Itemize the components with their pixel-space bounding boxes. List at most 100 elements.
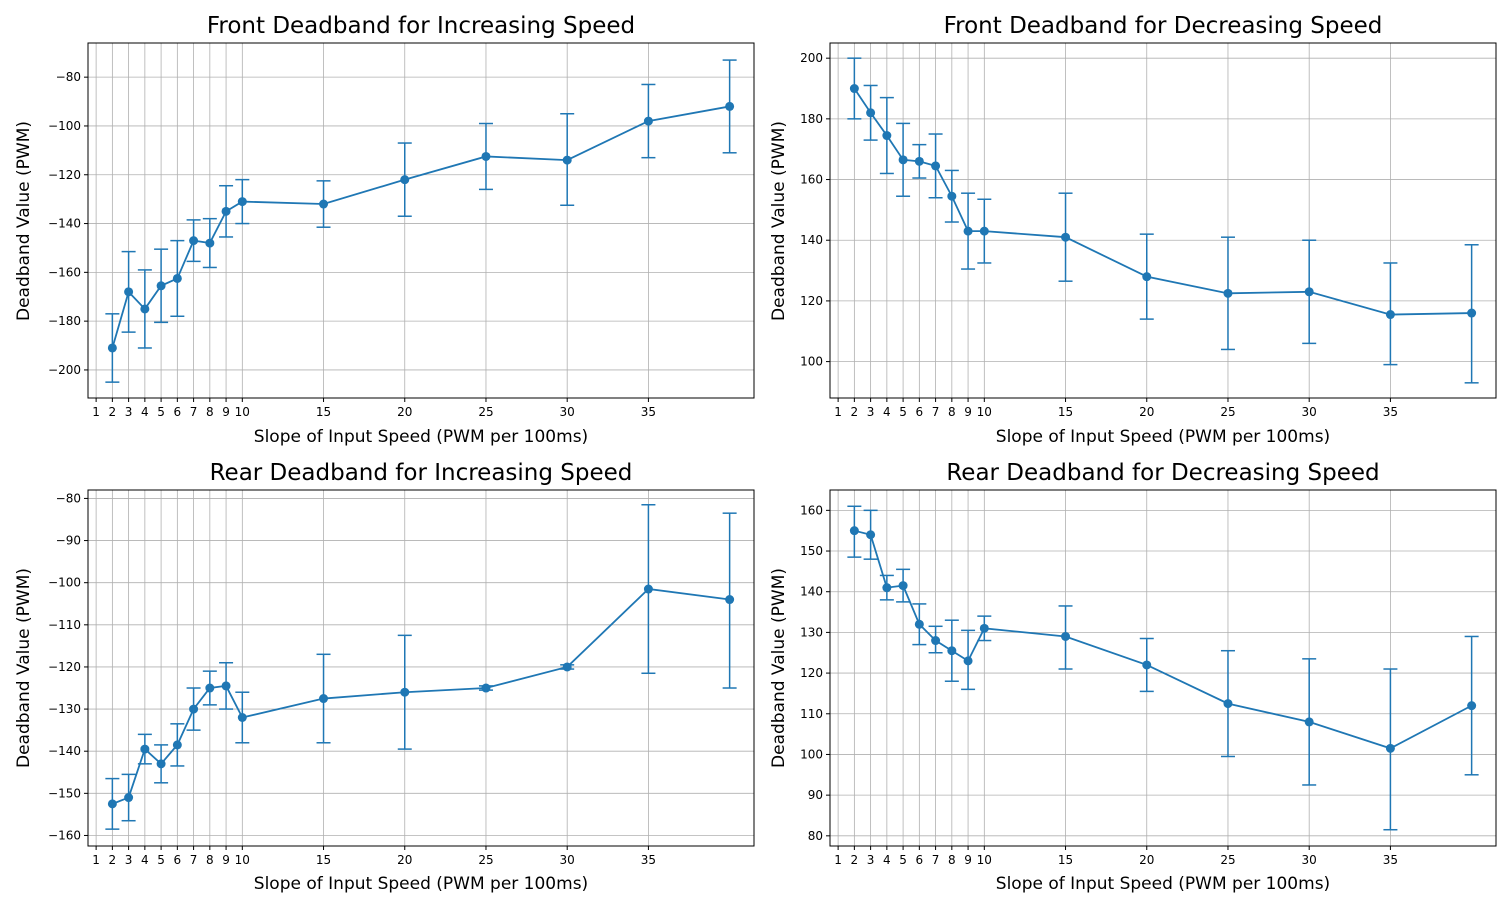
y-tick-label: 100 <box>800 747 823 761</box>
data-point <box>107 343 117 353</box>
x-tick-label: 7 <box>190 853 198 867</box>
data-point <box>189 236 199 246</box>
y-axis-label: Deadband Value (PWM) <box>14 568 34 768</box>
x-tick-label: 1 <box>92 405 100 419</box>
y-tick-label: −80 <box>56 70 81 84</box>
y-tick-label: 140 <box>800 585 823 599</box>
data-point <box>1142 660 1152 670</box>
data-point <box>140 744 150 754</box>
y-tick-label: −200 <box>48 363 81 377</box>
data-point <box>400 687 410 697</box>
data-point <box>725 595 735 605</box>
data-point <box>221 681 231 691</box>
data-point <box>562 662 572 672</box>
y-tick-label: −140 <box>48 217 81 231</box>
x-tick-label: 20 <box>397 405 412 419</box>
data-point <box>1304 717 1314 727</box>
data-point <box>172 740 182 750</box>
chart-title: Front Deadband for Decreasing Speed <box>944 13 1383 39</box>
y-tick-label: 80 <box>808 829 823 843</box>
y-tick-label: 130 <box>800 625 823 639</box>
y-axis-label: Deadband Value (PWM) <box>769 568 789 768</box>
x-tick-label: 35 <box>641 853 656 867</box>
data-point <box>979 623 989 633</box>
y-tick-label: 120 <box>800 294 823 308</box>
chart-title: Front Deadband for Increasing Speed <box>207 13 635 39</box>
x-tick-label: 10 <box>235 853 250 867</box>
y-tick-label: 150 <box>800 544 823 558</box>
series-line <box>853 88 1472 316</box>
x-tick-label: 9 <box>222 405 230 419</box>
data-point <box>481 683 491 693</box>
x-tick-label: 15 <box>1058 853 1073 867</box>
data-point <box>849 84 859 94</box>
y-axis-label: Deadband Value (PWM) <box>769 121 789 321</box>
x-tick-label: 25 <box>1220 405 1235 419</box>
y-tick-label: 120 <box>800 666 823 680</box>
data-point <box>914 619 924 629</box>
x-tick-label: 1 <box>92 853 100 867</box>
data-point <box>1467 308 1477 318</box>
y-tick-label: −160 <box>48 265 81 279</box>
x-tick-label: 9 <box>222 853 230 867</box>
x-tick-label: 6 <box>916 853 924 867</box>
x-tick-label: 9 <box>964 405 972 419</box>
x-tick-label: 3 <box>867 853 875 867</box>
data-point <box>1061 232 1071 242</box>
x-tick-label: 30 <box>560 853 575 867</box>
x-tick-label: 25 <box>478 405 493 419</box>
data-point <box>205 238 215 248</box>
series-line <box>111 105 730 349</box>
y-tick-label: −150 <box>48 786 81 800</box>
data-point <box>849 526 859 536</box>
x-tick-label: 1 <box>834 853 842 867</box>
x-tick-label: 4 <box>883 405 891 419</box>
plot-frame <box>87 489 755 847</box>
series-line <box>854 529 1473 750</box>
subplot-front-increasing: Front Deadband for Increasing Speed Slop… <box>14 13 755 447</box>
y-tick-label: −100 <box>48 576 81 590</box>
plot-frame <box>829 489 1497 847</box>
y-tick-label: 100 <box>800 355 823 369</box>
y-tick-label: 90 <box>808 788 823 802</box>
y-tick-label: −140 <box>48 744 81 758</box>
y-tick-label: 160 <box>800 173 823 187</box>
data-point <box>963 226 973 236</box>
data-point <box>963 656 973 666</box>
data-point <box>107 799 117 809</box>
series-line <box>112 588 730 805</box>
x-tick-label: 10 <box>235 405 250 419</box>
x-axis-label: Slope of Input Speed (PWM per 100ms) <box>996 427 1330 447</box>
y-tick-label: 160 <box>800 503 823 517</box>
x-tick-label: 10 <box>977 405 992 419</box>
x-tick-label: 10 <box>977 853 992 867</box>
data-point <box>400 175 410 185</box>
x-tick-label: 35 <box>1383 405 1398 419</box>
x-tick-label: 8 <box>948 853 956 867</box>
x-tick-label: 25 <box>1220 853 1235 867</box>
data-point <box>931 636 941 646</box>
subplot-rear-decreasing: Rear Deadband for Decreasing Speed Slope… <box>769 460 1497 894</box>
y-tick-label: −100 <box>48 119 81 133</box>
y-tick-label: −160 <box>48 828 81 842</box>
x-tick-label: 3 <box>125 405 133 419</box>
x-tick-label: 7 <box>190 405 198 419</box>
y-tick-label: 140 <box>800 233 823 247</box>
data-point <box>1467 701 1477 711</box>
plot-frame <box>829 42 1497 399</box>
x-tick-label: 3 <box>125 853 133 867</box>
x-tick-label: 5 <box>899 853 907 867</box>
x-tick-label: 20 <box>1139 405 1154 419</box>
data-point <box>898 155 908 165</box>
data-point <box>725 101 735 111</box>
x-tick-label: 5 <box>157 405 165 419</box>
x-tick-label: 15 <box>316 853 331 867</box>
y-tick-label: 110 <box>800 707 823 721</box>
x-tick-label: 5 <box>157 853 165 867</box>
x-tick-label: 5 <box>899 405 907 419</box>
data-point <box>172 273 182 283</box>
x-tick-label: 6 <box>174 405 182 419</box>
data-point <box>1061 631 1071 641</box>
data-point <box>156 281 166 291</box>
